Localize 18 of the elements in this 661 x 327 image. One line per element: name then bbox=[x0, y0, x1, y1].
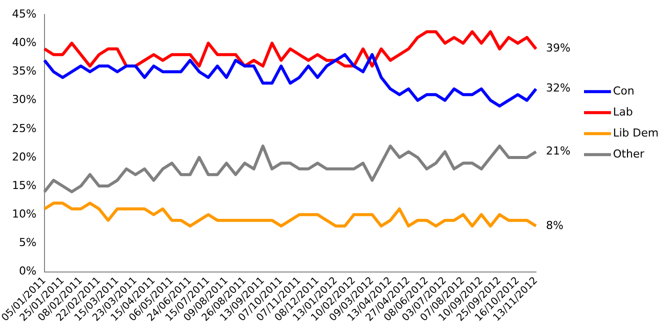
data-label: 32% bbox=[546, 82, 570, 95]
data-label: 39% bbox=[546, 42, 570, 55]
data-label: 8% bbox=[546, 218, 564, 232]
y-tick-label: 40% bbox=[12, 36, 36, 50]
y-tick-label: 5% bbox=[18, 236, 36, 250]
y-tick-label: 0% bbox=[18, 264, 36, 278]
legend-label: Lib Dem bbox=[613, 126, 659, 140]
y-tick-label: 25% bbox=[12, 122, 36, 135]
y-tick-label: 10% bbox=[12, 207, 36, 220]
y-tick-label: 45% bbox=[12, 7, 36, 20]
y-tick-label: 20% bbox=[12, 150, 36, 164]
data-label: 21% bbox=[546, 144, 570, 158]
legend-label: Lab bbox=[613, 106, 633, 119]
y-tick-label: 15% bbox=[12, 178, 36, 192]
y-tick-label: 30% bbox=[12, 93, 36, 106]
y-tick-label: 35% bbox=[12, 64, 36, 78]
legend-label: Other bbox=[613, 148, 645, 161]
legend-label: Con bbox=[613, 84, 634, 98]
